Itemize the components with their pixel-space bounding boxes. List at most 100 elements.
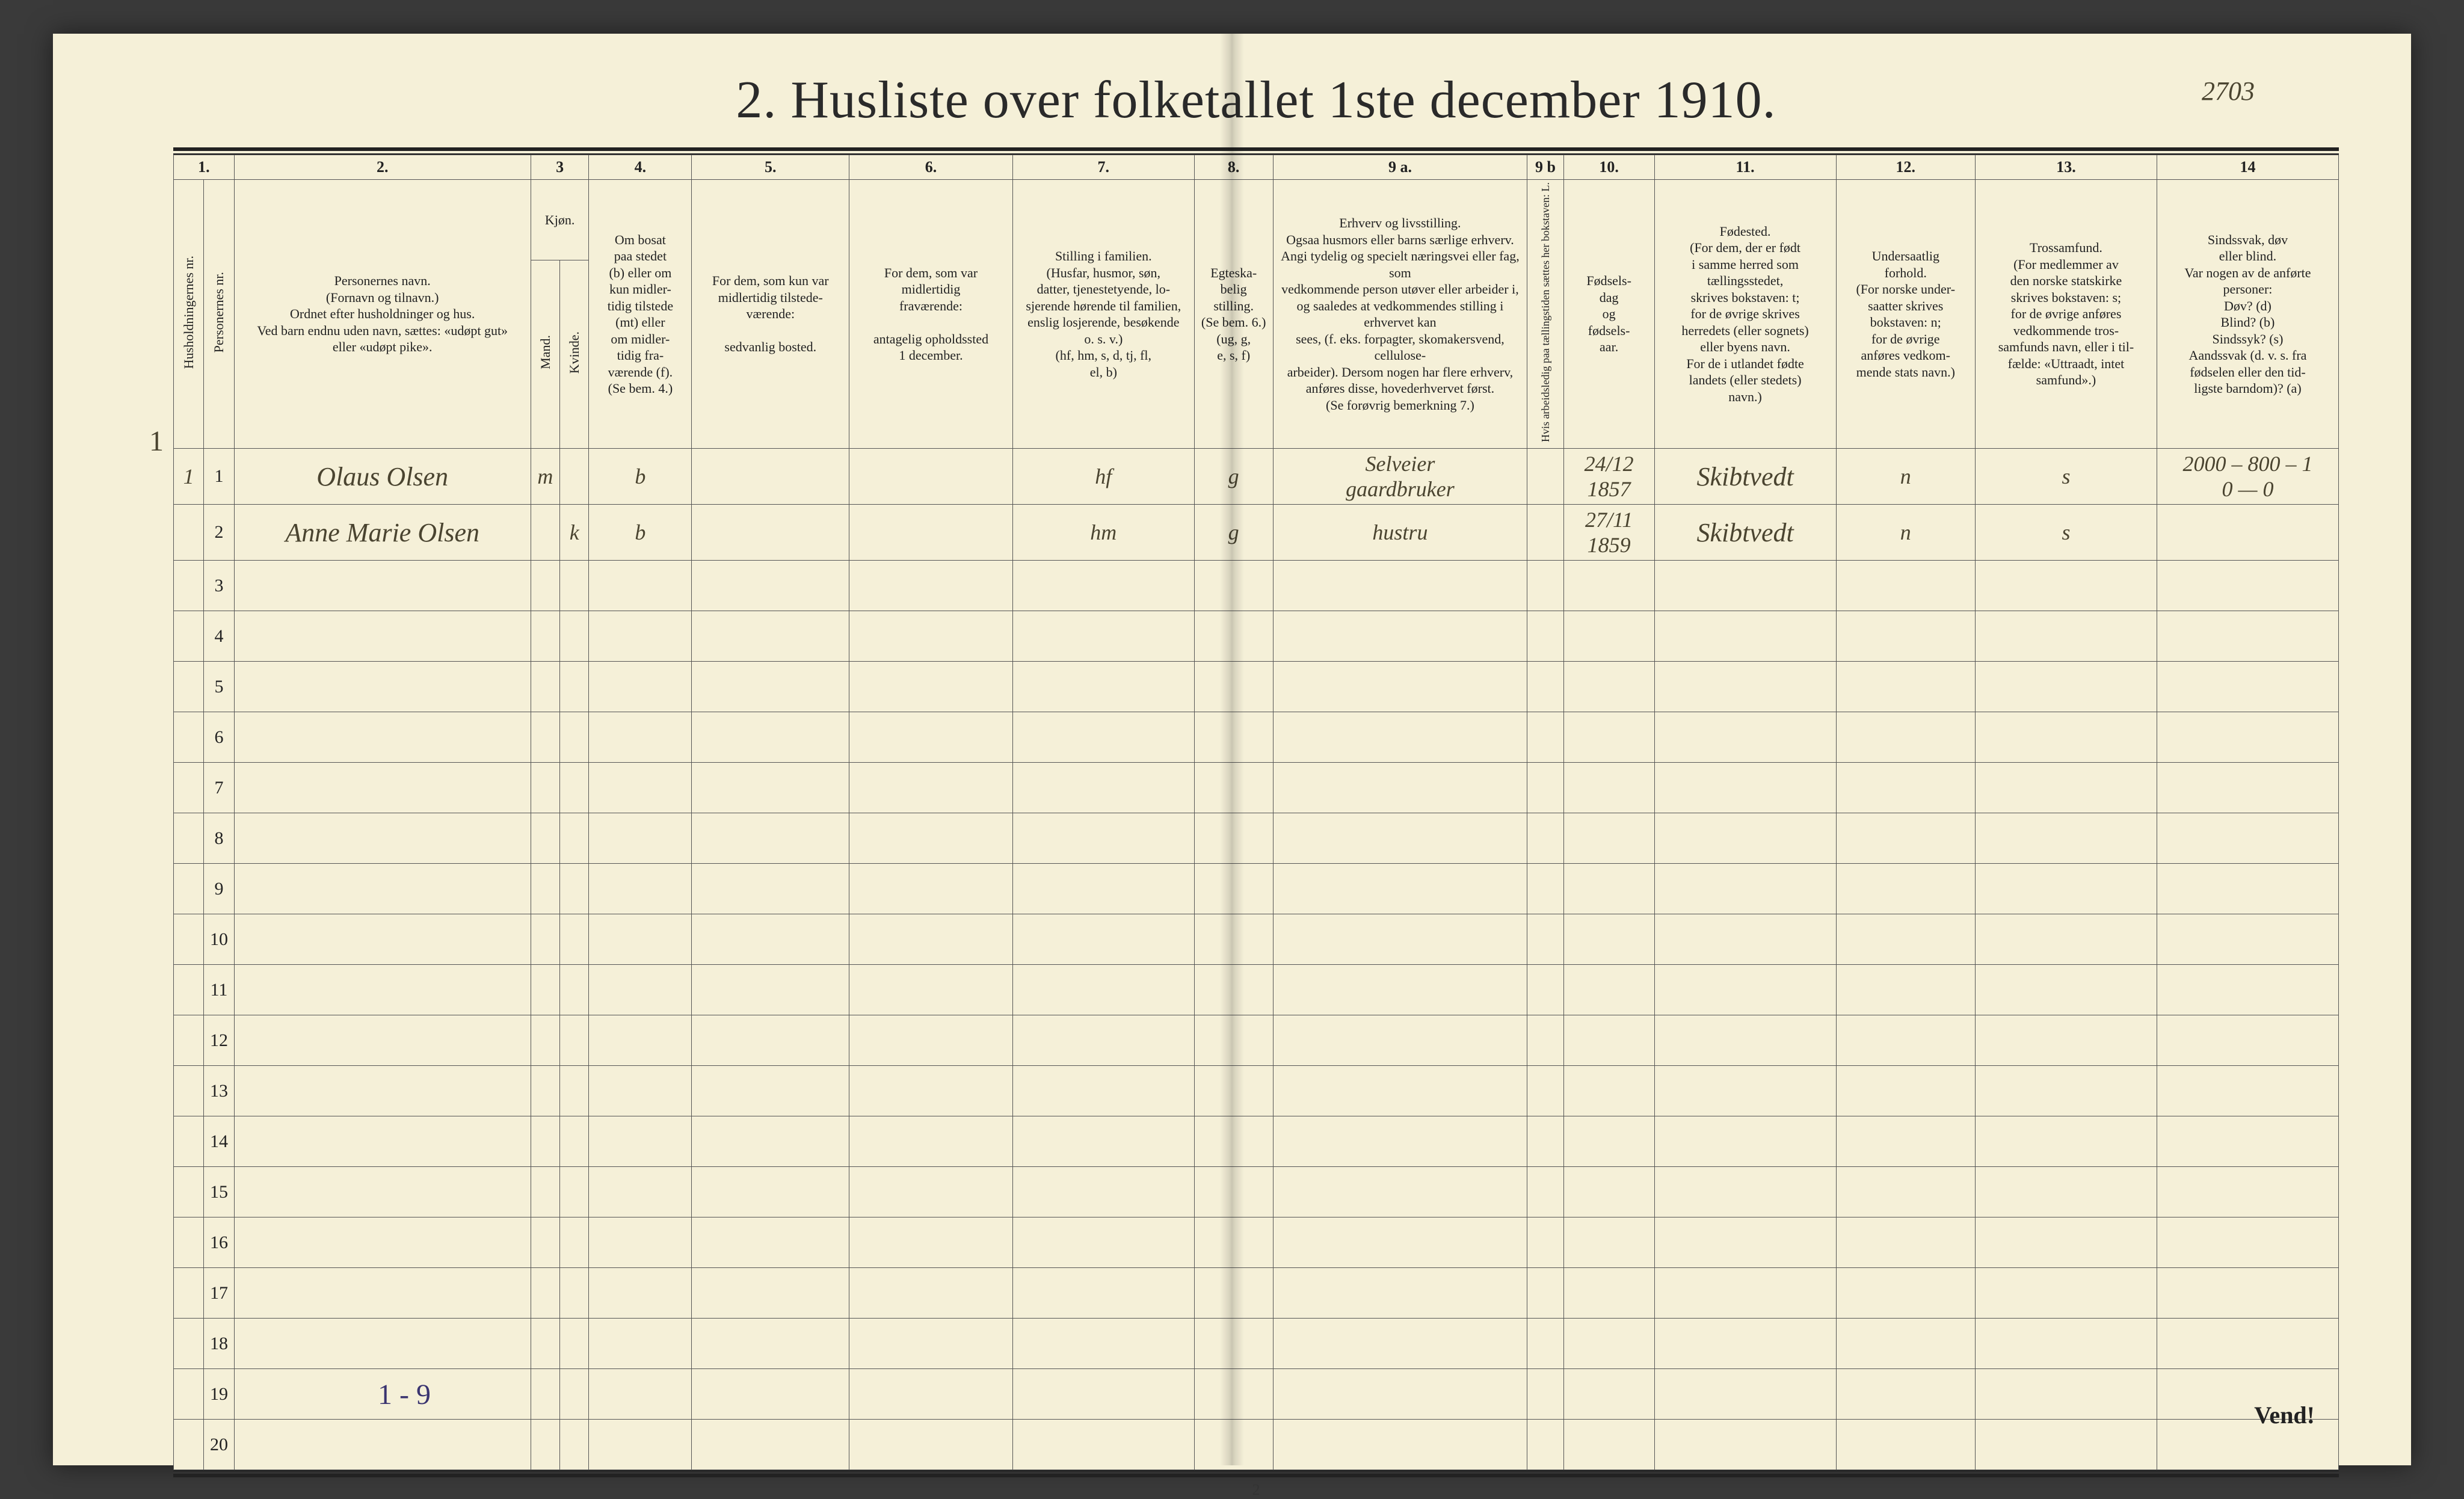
cell	[589, 1268, 692, 1319]
colnum-7: 7.	[1012, 155, 1194, 180]
cell	[692, 1015, 849, 1066]
cell	[531, 1420, 559, 1470]
cell	[1654, 914, 1836, 965]
cell	[234, 1015, 531, 1066]
colnum-5: 5.	[692, 155, 849, 180]
cell	[1194, 1116, 1273, 1167]
cell	[174, 1319, 204, 1369]
cell	[692, 1167, 849, 1217]
cell	[1527, 1420, 1563, 1470]
cell	[1012, 1217, 1194, 1268]
cell	[589, 1116, 692, 1167]
table-row: 20	[174, 1420, 2339, 1470]
person-number: 8	[204, 813, 234, 864]
cell	[1273, 662, 1527, 712]
table-body: 11Olaus OlsenmbhfgSelveier gaardbruker24…	[174, 449, 2339, 1470]
cell	[849, 1420, 1013, 1470]
cell	[1976, 914, 2157, 965]
cell	[531, 1369, 559, 1420]
table-row: 15	[174, 1167, 2339, 1217]
cell	[234, 1319, 531, 1369]
cell	[692, 763, 849, 813]
cell	[1527, 1217, 1563, 1268]
cell	[531, 813, 559, 864]
cell	[1654, 561, 1836, 611]
table-row: 11Olaus OlsenmbhfgSelveier gaardbruker24…	[174, 449, 2339, 505]
cell	[1194, 1015, 1273, 1066]
cell	[174, 914, 204, 965]
cell	[1273, 1319, 1527, 1369]
col-name: Personernes navn. (Fornavn og tilnavn.) …	[234, 180, 531, 449]
person-number: 6	[204, 712, 234, 763]
cell	[692, 611, 849, 662]
colnum-12: 12.	[1836, 155, 1975, 180]
col-religion: Trossamfund. (For medlemmer av den norsk…	[1976, 180, 2157, 449]
cell	[1563, 611, 1654, 662]
cell	[1194, 561, 1273, 611]
colnum-14: 14	[2157, 155, 2338, 180]
cell	[1012, 1167, 1194, 1217]
cell	[1563, 763, 1654, 813]
cell	[1836, 864, 1975, 914]
cell	[560, 1066, 589, 1116]
col-birthdate: Fødsels- dag og fødsels- aar.	[1563, 180, 1654, 449]
cell	[1527, 611, 1563, 662]
cell	[1527, 1319, 1563, 1369]
cell	[1527, 1015, 1563, 1066]
cell	[560, 965, 589, 1015]
col-birthplace: Fødested. (For dem, der er født i samme …	[1654, 180, 1836, 449]
cell: 1	[174, 449, 204, 505]
cell	[1836, 712, 1975, 763]
cell	[174, 1369, 204, 1420]
cell	[692, 1319, 849, 1369]
cell	[2157, 1015, 2338, 1066]
col-marital: Egteska- belig stilling. (Se bem. 6.) (u…	[1194, 180, 1273, 449]
cell	[1976, 1167, 2157, 1217]
col-6: For dem, som var midlertidig fraværende:…	[849, 180, 1013, 449]
cell	[531, 505, 559, 561]
cell	[1563, 1319, 1654, 1369]
table-row: 12	[174, 1015, 2339, 1066]
cell	[234, 763, 531, 813]
person-number: 12	[204, 1015, 234, 1066]
person-number: 17	[204, 1268, 234, 1319]
cell	[1836, 914, 1975, 965]
cell	[1563, 1420, 1654, 1470]
cell	[1273, 965, 1527, 1015]
cell	[174, 1167, 204, 1217]
cell	[1563, 914, 1654, 965]
cell	[849, 1167, 1013, 1217]
cell: hustru	[1273, 505, 1527, 561]
cell	[692, 1217, 849, 1268]
cell	[692, 1066, 849, 1116]
person-number: 7	[204, 763, 234, 813]
cell	[531, 611, 559, 662]
colnum-1: 1.	[174, 155, 235, 180]
cell	[234, 1420, 531, 1470]
cell	[560, 561, 589, 611]
person-number: 4	[204, 611, 234, 662]
table-row: 17	[174, 1268, 2339, 1319]
cell	[1012, 611, 1194, 662]
person-number: 16	[204, 1217, 234, 1268]
cell	[849, 914, 1013, 965]
colnum-11: 11.	[1654, 155, 1836, 180]
cell	[849, 763, 1013, 813]
cell	[1194, 611, 1273, 662]
top-rule	[173, 147, 2339, 155]
col-sex-k: Kvinde.	[560, 260, 589, 449]
cell	[560, 712, 589, 763]
cell	[692, 813, 849, 864]
cell	[1976, 1015, 2157, 1066]
col-sex-m: Mand.	[531, 260, 559, 449]
cell: b	[589, 449, 692, 505]
cell	[174, 662, 204, 712]
cell	[1012, 864, 1194, 914]
cell	[1836, 1319, 1975, 1369]
cell	[2157, 1116, 2338, 1167]
cell	[1654, 864, 1836, 914]
margin-annotation: 1	[149, 425, 164, 458]
cell	[692, 965, 849, 1015]
colnum-4: 4.	[589, 155, 692, 180]
cell	[174, 1217, 204, 1268]
